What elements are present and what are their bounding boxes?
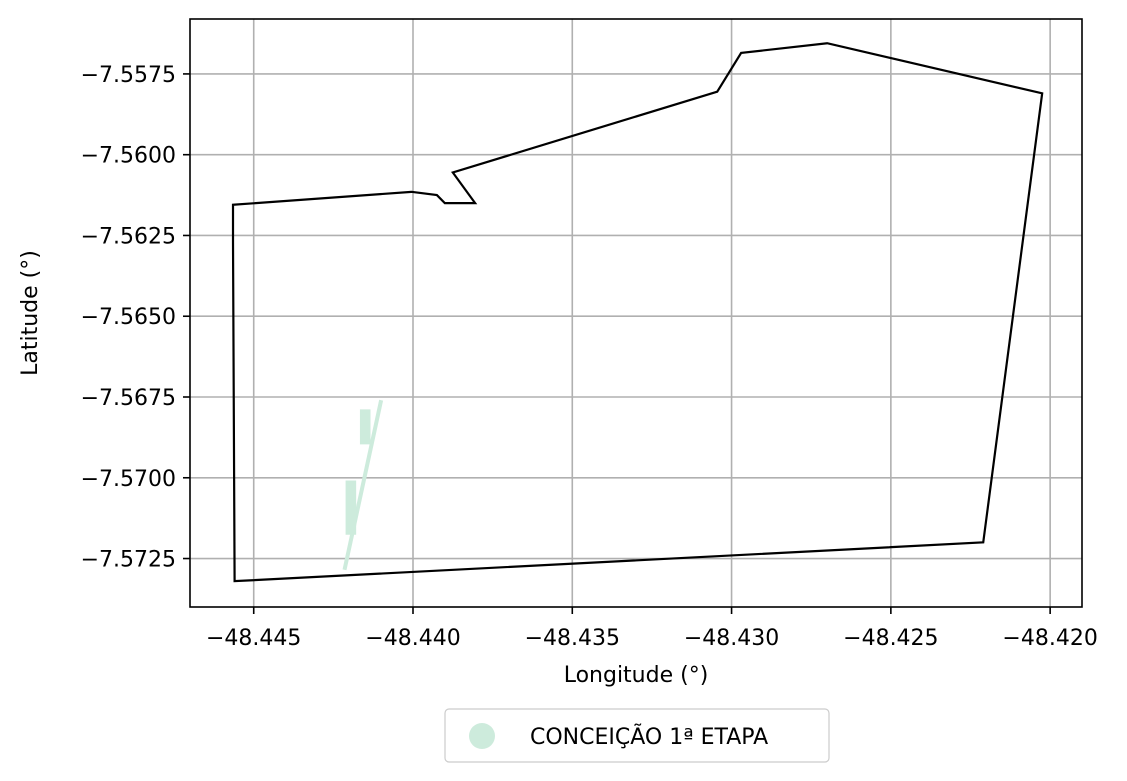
x-axis-title: Longitude (°)	[564, 663, 709, 688]
y-tick-label: −7.5675	[81, 386, 176, 411]
feature-patch	[345, 480, 357, 535]
y-tick-label: −7.5625	[81, 224, 176, 249]
x-tick-label: −48.420	[1002, 626, 1097, 651]
x-tick-label: −48.430	[684, 626, 779, 651]
boundary-polygon	[231, 42, 1044, 583]
axis-ticks: −48.445 −48.440 −48.435 −48.430 −48.425 −48.4…	[81, 63, 1098, 651]
feature-patch	[359, 409, 371, 445]
y-axis-title: Latitude (°)	[18, 250, 43, 376]
x-tick-label: −48.435	[525, 626, 620, 651]
map-data-layer	[231, 42, 1044, 583]
y-tick-label: −7.5700	[81, 467, 176, 492]
grid-lines	[190, 19, 1082, 607]
y-tick-label: −7.5600	[81, 144, 176, 169]
y-tick-label: −7.5575	[81, 63, 176, 88]
legend: CONCEIÇÃO 1ª ETAPA	[444, 708, 830, 763]
y-tick-label: −7.5650	[81, 305, 176, 330]
x-tick-label: −48.440	[365, 626, 460, 651]
legend-box	[444, 708, 830, 763]
feature-line	[342, 399, 384, 571]
legend-marker	[469, 723, 495, 749]
x-tick-label: −48.425	[843, 626, 938, 651]
y-tick-label: −7.5725	[81, 548, 176, 573]
legend-label: CONCEIÇÃO 1ª ETAPA	[530, 723, 768, 750]
x-tick-label: −48.445	[206, 626, 301, 651]
plot-frame	[189, 18, 1083, 608]
